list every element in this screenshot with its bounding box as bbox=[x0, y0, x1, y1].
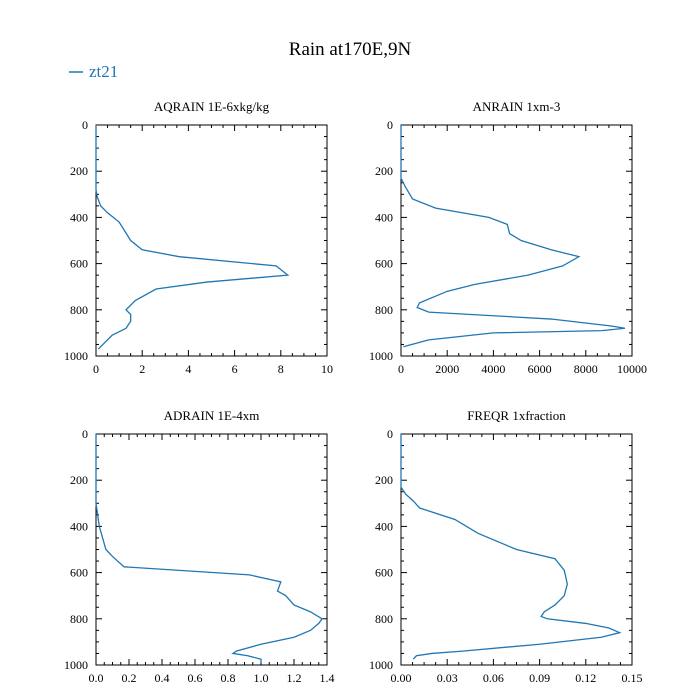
series-line-zt21-freqr bbox=[400, 434, 622, 660]
y-tick-label-freqr: 200 bbox=[375, 473, 393, 487]
x-tick-label-freqr: 0.03 bbox=[437, 671, 458, 685]
y-tick-label-aqrain: 0 bbox=[82, 118, 88, 132]
x-tick-label-anrain: 10000 bbox=[617, 362, 647, 376]
x-tick-label-adrain: 0.4 bbox=[155, 671, 170, 685]
y-tick-label-freqr: 400 bbox=[375, 519, 393, 533]
y-tick-label-anrain: 200 bbox=[375, 164, 393, 178]
figure-title: Rain at170E,9N bbox=[289, 39, 412, 60]
axes-frame-anrain bbox=[400, 124, 633, 357]
y-tick-label-aqrain: 200 bbox=[70, 164, 88, 178]
x-tick-label-anrain: 2000 bbox=[435, 362, 459, 376]
y-tick-label-adrain: 0 bbox=[82, 427, 88, 441]
y-tick-label-adrain: 800 bbox=[70, 612, 88, 626]
y-tick-label-aqrain: 800 bbox=[70, 303, 88, 317]
x-tick-label-freqr: 0.15 bbox=[622, 671, 643, 685]
y-tick-label-anrain: 400 bbox=[375, 210, 393, 224]
series-line-zt21-aqrain bbox=[95, 125, 290, 350]
x-tick-label-anrain: 8000 bbox=[574, 362, 598, 376]
x-tick-label-adrain: 0.2 bbox=[122, 671, 137, 685]
y-tick-label-anrain: 1000 bbox=[369, 349, 393, 363]
panel-title-aqrain: AQRAIN 1E-6xkg/kg bbox=[154, 99, 270, 114]
chart-panel-aqrain: AQRAIN 1E-6xkg/kg 0 2 4 6 8 10 0 200 400 600 800 100… bbox=[64, 99, 333, 376]
y-tick-label-adrain: 1000 bbox=[64, 658, 88, 672]
legend-label: zt21 bbox=[89, 62, 118, 81]
axes-frame-adrain bbox=[95, 433, 328, 666]
x-tick-label-freqr: 0.00 bbox=[391, 671, 412, 685]
series-line-zt21-adrain bbox=[95, 434, 323, 663]
y-tick-label-anrain: 600 bbox=[375, 257, 393, 271]
x-tick-label-adrain: 1.0 bbox=[254, 671, 269, 685]
x-tick-label-adrain: 1.2 bbox=[287, 671, 302, 685]
y-tick-label-adrain: 400 bbox=[70, 519, 88, 533]
y-tick-label-freqr: 1000 bbox=[369, 658, 393, 672]
x-tick-label-freqr: 0.09 bbox=[529, 671, 550, 685]
chart-panel-freqr: FREQR 1xfraction 0.00 0.03 0.06 0.09 0.12 0.15… bbox=[369, 408, 643, 685]
x-tick-label-freqr: 0.06 bbox=[483, 671, 504, 685]
x-tick-label-aqrain: 6 bbox=[232, 362, 238, 376]
x-tick-label-aqrain: 10 bbox=[321, 362, 333, 376]
panels: AQRAIN 1E-6xkg/kg 0 2 4 6 8 10 0 200 400 600 800 100… bbox=[64, 99, 647, 685]
y-tick-label-adrain: 600 bbox=[70, 566, 88, 580]
chart-panel-anrain: ANRAIN 1xm-3 0 2000 4000 6000 8000 10000 0 200 40… bbox=[369, 99, 647, 376]
x-tick-label-aqrain: 2 bbox=[139, 362, 145, 376]
y-tick-label-freqr: 600 bbox=[375, 566, 393, 580]
x-tick-label-anrain: 0 bbox=[398, 362, 404, 376]
panel-title-adrain: ADRAIN 1E-4xm bbox=[164, 408, 260, 423]
y-tick-label-aqrain: 1000 bbox=[64, 349, 88, 363]
x-tick-label-adrain: 0.6 bbox=[188, 671, 203, 685]
x-tick-label-aqrain: 8 bbox=[278, 362, 284, 376]
x-tick-label-adrain: 0.8 bbox=[221, 671, 236, 685]
y-tick-label-adrain: 200 bbox=[70, 473, 88, 487]
x-tick-label-aqrain: 4 bbox=[185, 362, 191, 376]
x-tick-label-adrain: 0.0 bbox=[89, 671, 104, 685]
x-tick-label-freqr: 0.12 bbox=[575, 671, 596, 685]
y-tick-label-aqrain: 400 bbox=[70, 210, 88, 224]
y-tick-label-anrain: 800 bbox=[375, 303, 393, 317]
legend: zt21 bbox=[69, 62, 118, 81]
y-tick-label-anrain: 0 bbox=[387, 118, 393, 132]
x-tick-label-adrain: 1.4 bbox=[320, 671, 335, 685]
x-tick-label-aqrain: 0 bbox=[93, 362, 99, 376]
y-tick-label-aqrain: 600 bbox=[70, 257, 88, 271]
panel-title-anrain: ANRAIN 1xm-3 bbox=[473, 99, 561, 114]
y-tick-label-freqr: 0 bbox=[387, 427, 393, 441]
y-tick-label-freqr: 800 bbox=[375, 612, 393, 626]
x-tick-label-anrain: 4000 bbox=[481, 362, 505, 376]
x-tick-label-anrain: 6000 bbox=[528, 362, 552, 376]
panel-title-freqr: FREQR 1xfraction bbox=[467, 408, 566, 423]
chart-panel-adrain: ADRAIN 1E-4xm 0.0 0.2 0.4 0.6 0.8 1.0 1.2 1.4 0 20… bbox=[64, 408, 335, 685]
series-line-zt21-anrain bbox=[400, 125, 626, 348]
